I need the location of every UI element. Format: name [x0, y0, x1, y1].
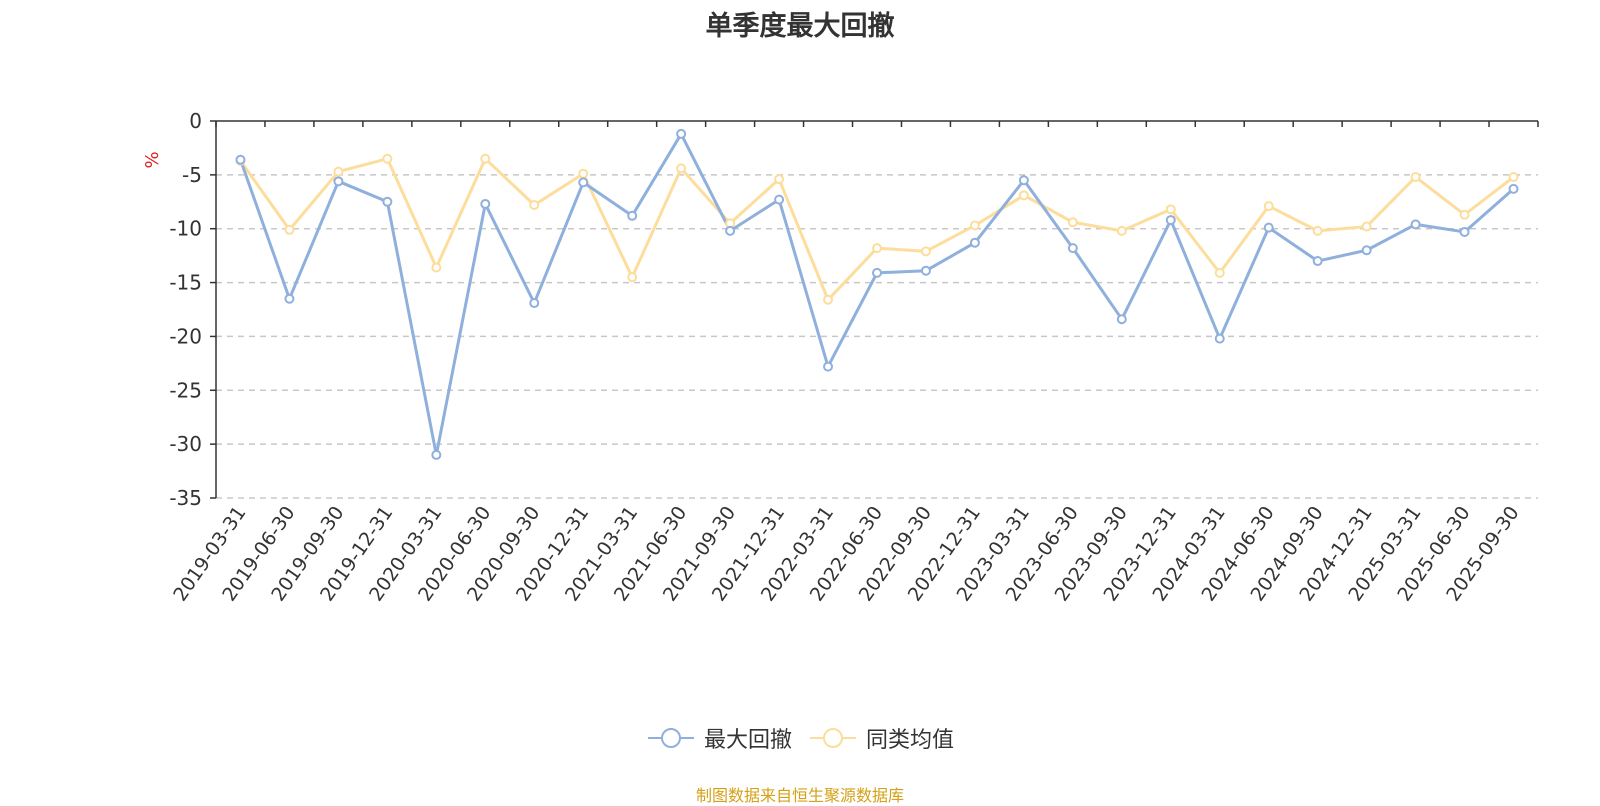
data-point [578, 168, 589, 179]
legend: 最大回撤 同类均值 [0, 722, 1600, 756]
data-point [627, 210, 638, 221]
data-point [920, 265, 931, 276]
data-point [431, 449, 442, 460]
data-point [382, 153, 393, 164]
series-line [239, 132, 1515, 457]
y-tick-label: -15 [169, 271, 202, 295]
data-point [235, 154, 246, 165]
data-point [1410, 172, 1421, 183]
y-tick-label: -35 [169, 486, 202, 510]
data-point [1067, 243, 1078, 254]
legend-item[interactable]: 同类均值 [808, 722, 954, 754]
axes [210, 120, 1539, 499]
data-point [1508, 183, 1519, 194]
data-point [774, 194, 785, 205]
data-point [578, 177, 589, 188]
data-point [1018, 190, 1029, 201]
data-point [969, 237, 980, 248]
data-point [1214, 333, 1225, 344]
data-point [1116, 225, 1127, 236]
data-point [284, 293, 295, 304]
data-point [823, 294, 834, 305]
data-point [725, 225, 736, 236]
source-note: 制图数据来自恒生聚源数据库 [695, 786, 904, 805]
legend-label: 同类均值 [866, 728, 955, 753]
data-point [431, 262, 442, 273]
y-tick-label: 0 [189, 109, 202, 133]
y-tick-label: -20 [169, 324, 202, 348]
data-point [1116, 314, 1127, 325]
data-point [1067, 217, 1078, 228]
y-tick-label: -30 [169, 432, 202, 456]
chart-title: 单季度最大回撤 [705, 11, 895, 42]
data-point [1165, 204, 1176, 215]
data-point [1263, 222, 1274, 233]
data-point [1459, 209, 1470, 220]
legend-label: 最大回撤 [703, 728, 792, 753]
data-point [1263, 201, 1274, 212]
data-point [1165, 215, 1176, 226]
data-point [920, 246, 931, 257]
legend-marker-icon [647, 728, 694, 748]
data-point [1312, 225, 1323, 236]
data-point [1410, 219, 1421, 230]
data-point [1459, 226, 1470, 237]
data-point [969, 220, 980, 231]
data-point [529, 200, 540, 211]
data-point [1508, 172, 1519, 183]
data-point [676, 128, 687, 139]
data-point [676, 163, 687, 174]
data-point [1214, 267, 1225, 278]
legend-item[interactable]: 最大回撤 [646, 722, 792, 754]
data-point [774, 174, 785, 185]
gridlines [216, 174, 1538, 499]
data-point [333, 166, 344, 177]
tick-labels: 0-5-10-15-20-25-30-352019-03-312019-06-3… [169, 109, 1523, 605]
y-tick-label: -25 [169, 378, 202, 402]
data-point [872, 243, 882, 254]
data-point [1361, 221, 1372, 232]
data-point [823, 361, 834, 372]
data-point [1018, 175, 1029, 186]
data-point [529, 298, 540, 309]
y-tick-label: -10 [169, 217, 202, 241]
data-point [333, 176, 344, 187]
y-axis-unit-label: % [142, 151, 163, 168]
data-point [872, 267, 882, 278]
data-point [284, 224, 295, 235]
series-lines [235, 128, 1519, 460]
data-point [1312, 256, 1323, 267]
data-point [627, 272, 638, 283]
data-point [480, 198, 491, 209]
data-point [382, 196, 393, 207]
data-point [480, 153, 491, 164]
data-point [1361, 245, 1372, 256]
y-tick-label: -5 [182, 163, 202, 187]
legend-marker-icon [810, 728, 856, 748]
